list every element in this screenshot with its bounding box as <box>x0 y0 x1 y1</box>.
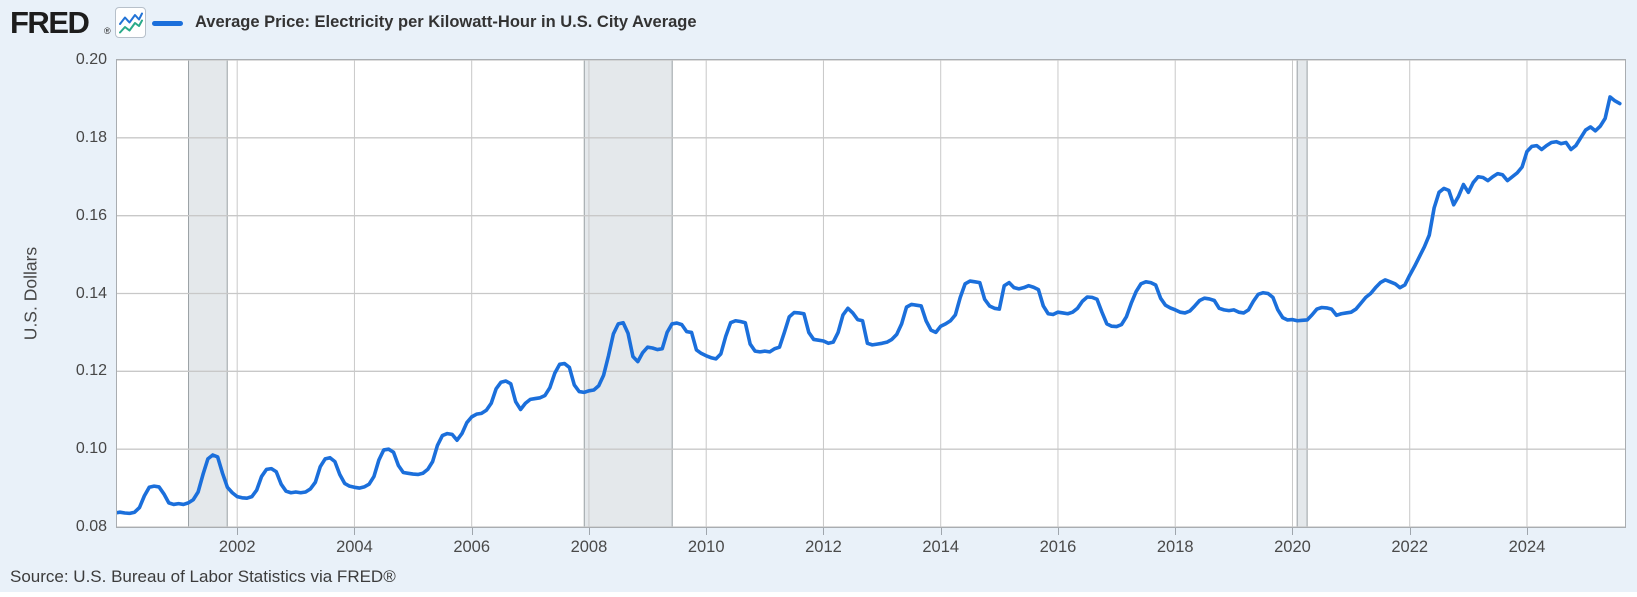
x-tick-mark <box>1175 528 1177 535</box>
y-tick-label: 0.10 <box>75 440 107 458</box>
x-tick-label: 2024 <box>1508 538 1546 556</box>
x-tick-mark <box>1409 528 1411 535</box>
x-tick-label: 2016 <box>1039 538 1077 556</box>
x-tick-label: 2006 <box>453 538 491 556</box>
x-tick-mark <box>1526 528 1528 535</box>
x-tick-mark <box>237 528 239 535</box>
x-tick-mark <box>1292 528 1294 535</box>
price-line-chart <box>117 60 1625 527</box>
x-tick-label: 2020 <box>1274 538 1311 556</box>
legend-line-swatch <box>152 21 183 26</box>
x-tick-label: 2008 <box>570 538 608 556</box>
source-text: Source: U.S. Bureau of Labor Statistics … <box>10 567 396 586</box>
plot-area[interactable] <box>116 59 1626 528</box>
x-tick-mark <box>706 528 708 535</box>
x-tick-mark <box>588 528 590 535</box>
y-tick-label: 0.12 <box>75 362 107 380</box>
fred-logo[interactable]: FRED <box>10 5 90 40</box>
x-tick-mark <box>471 528 473 535</box>
x-tick-mark <box>354 528 356 535</box>
x-tick-label: 2014 <box>922 538 960 556</box>
x-tick-mark <box>1057 528 1059 535</box>
bottom-strip <box>0 592 1637 597</box>
price-series-line <box>117 95 1622 516</box>
x-tick-mark <box>823 528 825 535</box>
sparkline-icon-graphic <box>119 12 143 34</box>
x-tick-label: 2010 <box>687 538 725 556</box>
x-tick-label: 2002 <box>218 538 256 556</box>
y-tick-label: 0.18 <box>75 128 107 146</box>
y-tick-label: 0.08 <box>75 518 107 535</box>
y-tick-label: 0.14 <box>75 284 107 302</box>
registered-trademark: ® <box>104 26 111 36</box>
y-tick-label: 0.16 <box>75 206 107 224</box>
chart-header: FRED ® Average Price: Electricity per Ki… <box>0 0 1637 46</box>
x-tick-label: 2022 <box>1391 538 1429 556</box>
fred-sparkline-icon <box>115 7 146 38</box>
legend-label: Average Price: Electricity per Kilowatt-… <box>195 13 697 31</box>
x-tick-label: 2012 <box>805 538 842 556</box>
y-tick-label: 0.20 <box>75 51 107 68</box>
x-tick-label: 2018 <box>1156 538 1194 556</box>
x-tick-mark <box>940 528 942 535</box>
x-tick-label: 2004 <box>336 538 373 556</box>
